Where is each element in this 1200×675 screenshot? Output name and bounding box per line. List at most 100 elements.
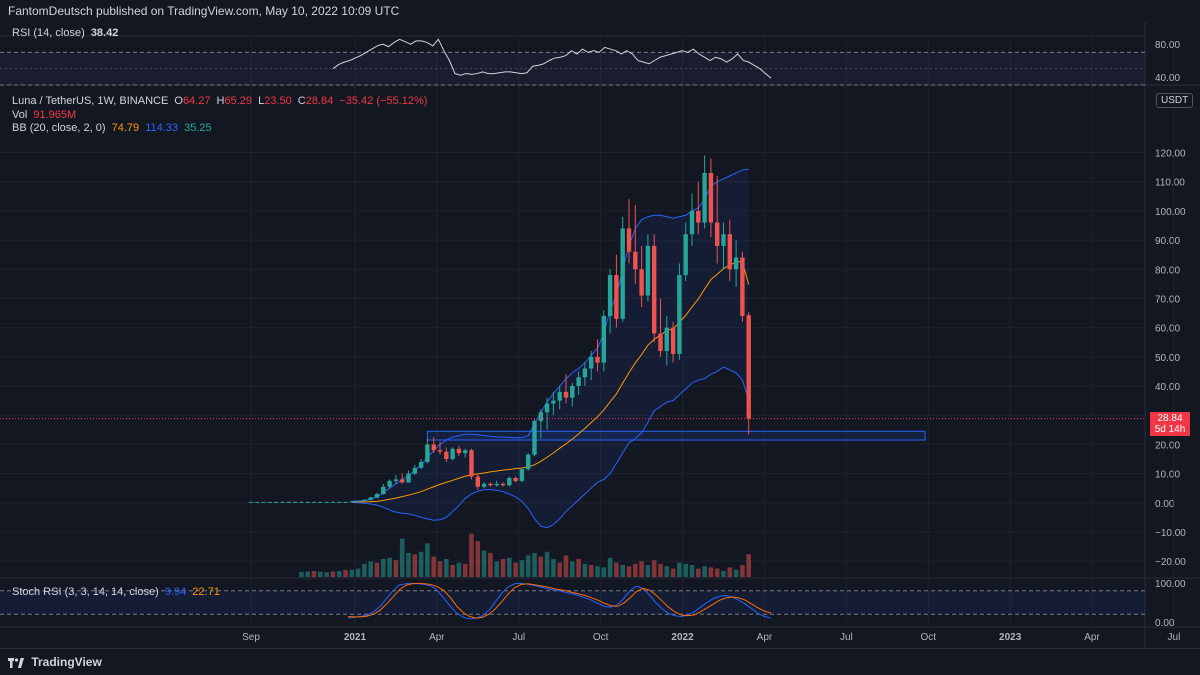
low-label: L bbox=[258, 95, 265, 107]
candle-body bbox=[614, 275, 619, 319]
stoch-legend: Stoch RSI (3, 3, 14, 14, close) 9.94 22.… bbox=[12, 586, 223, 598]
stoch-tick-label: 100.00 bbox=[1155, 579, 1186, 590]
candle-body bbox=[456, 448, 462, 454]
volume-bar bbox=[582, 563, 588, 577]
volume-bar bbox=[664, 566, 670, 577]
volume-value: 91.965M bbox=[33, 109, 77, 121]
last-price-tag: 28.84 5d 14h bbox=[1150, 412, 1190, 436]
y-tick-label: 100.00 bbox=[1155, 207, 1186, 218]
volume-bar bbox=[645, 565, 651, 577]
volume-bar bbox=[355, 568, 361, 577]
y-tick-label: −20.00 bbox=[1155, 557, 1186, 568]
candle-body bbox=[463, 450, 468, 454]
volume-bar bbox=[330, 571, 336, 577]
volume-bar bbox=[500, 559, 506, 577]
volume-bar bbox=[418, 551, 424, 577]
candle-body bbox=[255, 501, 260, 503]
candle-body bbox=[261, 501, 266, 503]
candle-body bbox=[324, 501, 329, 503]
volume-bar bbox=[714, 568, 720, 577]
bb-mid-value: 74.79 bbox=[111, 122, 140, 134]
volume-bar bbox=[588, 565, 594, 577]
candle-body bbox=[393, 479, 399, 481]
candle-body bbox=[337, 501, 342, 503]
volume-bar bbox=[683, 563, 688, 577]
y-tick-label: 80.00 bbox=[1155, 265, 1180, 276]
candle-body bbox=[702, 172, 707, 223]
candle-body bbox=[601, 315, 606, 363]
volume-bar bbox=[507, 557, 512, 577]
support-zone bbox=[426, 430, 926, 441]
bb-upper-value: 114.33 bbox=[145, 122, 179, 134]
stoch-band bbox=[0, 590, 1145, 615]
candle-body bbox=[563, 391, 569, 398]
y-tick-label: 120.00 bbox=[1155, 149, 1186, 160]
volume-bar bbox=[633, 563, 638, 577]
y-tick-label: 60.00 bbox=[1155, 324, 1180, 335]
candle-body bbox=[626, 228, 632, 252]
currency-button[interactable]: USDT bbox=[1156, 93, 1194, 108]
volume-bar bbox=[519, 560, 525, 577]
y-tick-label: 20.00 bbox=[1155, 440, 1180, 451]
candle-body bbox=[538, 412, 543, 422]
candle-body bbox=[715, 222, 720, 246]
stoch-d-value: 22.71 bbox=[192, 586, 220, 598]
volume-bar bbox=[513, 562, 518, 577]
candle-body bbox=[683, 234, 688, 276]
volume-bar bbox=[494, 561, 499, 577]
volume-bar bbox=[740, 565, 745, 577]
volume-bar bbox=[626, 566, 632, 577]
volume-bar bbox=[469, 533, 474, 577]
candle-body bbox=[248, 501, 254, 503]
volume-bar bbox=[393, 560, 399, 577]
candle-body bbox=[481, 483, 487, 487]
x-tick-label: 2023 bbox=[999, 632, 1022, 643]
rsi-tick-label: 40.00 bbox=[1155, 73, 1180, 84]
y-tick-label: −10.00 bbox=[1155, 528, 1186, 539]
open-label: O bbox=[174, 95, 183, 107]
candle-body bbox=[444, 451, 449, 459]
bb-lower-line bbox=[351, 366, 750, 529]
tradingview-logo-icon bbox=[8, 657, 24, 668]
volume-bar bbox=[708, 567, 714, 577]
volume-bar bbox=[437, 561, 443, 577]
close-value: 28.84 bbox=[305, 95, 334, 107]
candle-body bbox=[544, 403, 550, 413]
candle-body bbox=[513, 477, 518, 481]
volume-bar bbox=[746, 554, 751, 577]
volume-bar bbox=[349, 569, 355, 577]
candle-body bbox=[507, 477, 512, 486]
bb-mid-line bbox=[351, 261, 750, 503]
candle-body bbox=[500, 483, 506, 486]
volume-bar bbox=[620, 565, 625, 577]
candle-body bbox=[362, 499, 367, 502]
brand-name[interactable]: TradingView bbox=[31, 655, 102, 669]
volume-bar bbox=[551, 559, 556, 577]
candle-body bbox=[652, 245, 657, 334]
volume-bar bbox=[696, 568, 701, 577]
volume-bar bbox=[639, 561, 644, 577]
volume-bar bbox=[538, 556, 544, 577]
volume-legend: Vol 91.965M bbox=[12, 109, 79, 121]
symbol-label[interactable]: Luna / TetherUS, 1W, BINANCE bbox=[12, 95, 169, 107]
volume-bar bbox=[544, 551, 550, 577]
candle-body bbox=[368, 497, 373, 500]
volume-bar bbox=[311, 571, 317, 577]
volume-bar bbox=[412, 554, 418, 577]
bb-upper-line bbox=[351, 168, 749, 502]
volume-bar bbox=[399, 538, 405, 577]
volume-bar bbox=[532, 553, 537, 577]
volume-bar bbox=[557, 562, 562, 577]
volume-bar bbox=[689, 565, 695, 577]
volume-bar bbox=[336, 571, 342, 577]
candle-body bbox=[733, 257, 739, 270]
candle-body bbox=[387, 480, 392, 487]
volume-bar bbox=[406, 553, 411, 577]
volume-bar bbox=[733, 569, 739, 577]
candle-body bbox=[582, 368, 588, 378]
footer-bar: TradingView bbox=[0, 648, 1200, 674]
x-tick-label: Oct bbox=[920, 632, 936, 643]
candle-body bbox=[406, 473, 411, 483]
volume-bar bbox=[570, 561, 575, 577]
